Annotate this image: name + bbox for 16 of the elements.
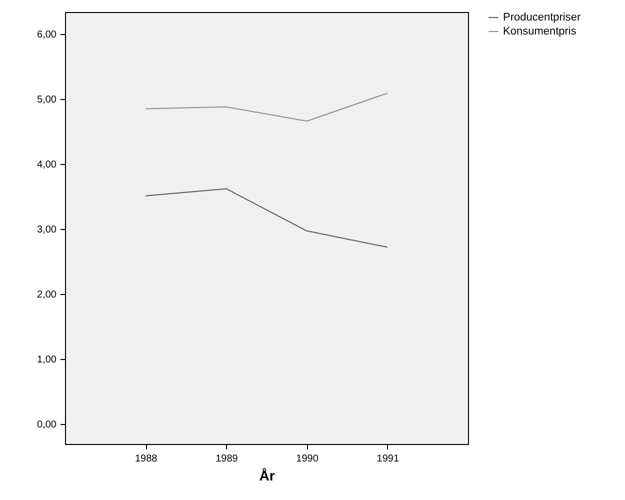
y-tick-label: 4,00: [37, 160, 57, 171]
y-tick-label: 5,00: [37, 94, 57, 106]
y-tick-label: 6,00: [37, 30, 57, 41]
x-tick-label: 1989: [216, 454, 238, 464]
x-axis-title: År: [259, 468, 276, 484]
line-series: [145, 92, 388, 122]
y-tick-label: 2,00: [37, 289, 57, 300]
y-tick-label: 3,00: [37, 224, 57, 236]
x-tick-label: 1990: [296, 454, 319, 464]
x-tick-label: 1988: [134, 454, 158, 464]
line-series: [145, 188, 388, 248]
y-tick-label: 1,00: [37, 354, 57, 366]
legend-label: Konsumentpris: [503, 26, 577, 38]
y-tick-label: 0,00: [37, 419, 57, 430]
x-tick-label: 1991: [376, 454, 400, 464]
legend-label: Producentpriser: [503, 12, 581, 24]
